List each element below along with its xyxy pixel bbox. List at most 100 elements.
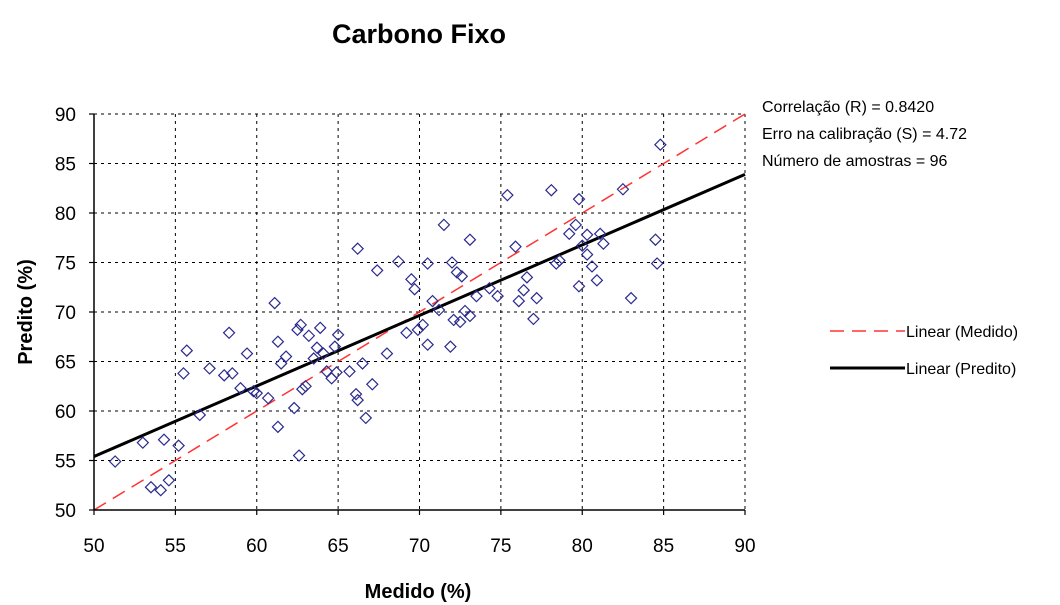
data-point: [291, 323, 304, 337]
data-point: [501, 188, 514, 202]
data-point: [271, 335, 285, 349]
data-point: [162, 473, 176, 487]
x-tick-label: 65: [328, 536, 349, 557]
data-point: [549, 257, 563, 270]
data-point: [351, 393, 365, 407]
x-tick-label: 60: [246, 536, 267, 557]
x-tick-label: 55: [165, 536, 186, 557]
data-point: [624, 291, 638, 305]
data-point: [650, 257, 664, 270]
data-point: [654, 138, 667, 152]
y-tick-label: 90: [55, 105, 76, 126]
data-point: [330, 366, 343, 379]
data-point: [328, 340, 342, 353]
annotation-correlation: Correlação (R) = 0.8420: [762, 99, 934, 116]
data-point: [294, 318, 308, 332]
data-point: [590, 273, 604, 287]
data-point: [154, 483, 168, 497]
data-point: [292, 449, 306, 462]
data-point: [217, 369, 231, 382]
data-point: [416, 318, 430, 332]
annotation-calibration-error: Erro na calibração (S) = 4.72: [762, 126, 967, 143]
axes: [89, 113, 746, 515]
data-point: [310, 341, 324, 354]
data-point: [180, 344, 194, 357]
data-point: [351, 242, 365, 255]
data-point: [453, 315, 467, 329]
data-point: [295, 382, 309, 396]
data-point: [616, 182, 630, 196]
stats-annotations: Correlação (R) = 0.8420 Erro na calibraç…: [762, 99, 967, 170]
data-point: [370, 264, 384, 277]
x-tick-label: 70: [409, 536, 430, 557]
regression-lines: [93, 113, 746, 511]
data-point: [325, 371, 338, 385]
x-tick-label: 85: [653, 536, 674, 557]
data-point: [575, 239, 589, 253]
data-point: [144, 480, 158, 494]
data-point: [247, 384, 260, 398]
data-point: [517, 283, 531, 297]
data-points: [108, 138, 667, 497]
regression-line-medido: [93, 113, 746, 511]
data-point: [530, 291, 544, 305]
x-tick-label: 80: [572, 536, 593, 557]
data-point: [553, 254, 566, 267]
data-point: [544, 183, 558, 197]
data-point: [447, 313, 461, 327]
data-point: [580, 228, 594, 242]
data-point: [432, 303, 446, 317]
data-point: [313, 321, 327, 335]
data-point: [421, 257, 434, 270]
data-point: [572, 279, 586, 293]
data-point: [356, 357, 369, 370]
data-point: [307, 352, 321, 365]
data-point: [261, 391, 275, 405]
data-point: [177, 367, 190, 380]
data-point: [271, 420, 285, 434]
annotation-sample-count: Número de amostras = 96: [762, 153, 948, 170]
data-point: [108, 455, 122, 468]
data-point: [331, 328, 345, 342]
data-point: [445, 256, 459, 269]
data-point: [349, 387, 363, 401]
data-point: [408, 282, 421, 296]
y-axis-title: Predito (%): [15, 259, 37, 365]
data-point: [225, 367, 239, 380]
y-tick-labels: 50 55 60 65 70 75 80 85 90: [55, 105, 76, 522]
data-point: [437, 218, 451, 232]
data-point: [455, 270, 469, 283]
x-axis-title: Medido (%): [365, 581, 472, 603]
data-point: [222, 326, 236, 340]
data-point: [483, 281, 496, 295]
x-tick-label: 50: [83, 536, 104, 557]
data-point: [274, 357, 288, 370]
data-point: [572, 192, 586, 206]
data-point: [405, 272, 418, 286]
data-point: [527, 312, 540, 326]
x-tick-label: 75: [490, 536, 511, 557]
legend-label-linear-predito: Linear (Predito): [906, 361, 1016, 378]
data-point: [470, 289, 483, 303]
grid: [94, 113, 746, 510]
data-point: [421, 338, 434, 352]
data-point: [380, 347, 394, 360]
legend-label-linear-medido: Linear (Medido): [906, 324, 1018, 341]
data-point: [512, 294, 526, 308]
data-point: [193, 408, 207, 422]
data-point: [426, 294, 439, 308]
data-point: [520, 271, 534, 284]
data-point: [343, 365, 356, 378]
data-point: [157, 433, 171, 447]
data-point: [299, 379, 312, 393]
data-point: [359, 411, 373, 425]
x-tick-label: 90: [734, 536, 755, 557]
data-point: [569, 218, 583, 232]
data-point: [240, 347, 254, 360]
data-point: [365, 377, 379, 391]
data-point: [562, 227, 576, 241]
data-point: [400, 326, 413, 340]
data-point: [287, 401, 301, 415]
data-point: [580, 248, 594, 261]
